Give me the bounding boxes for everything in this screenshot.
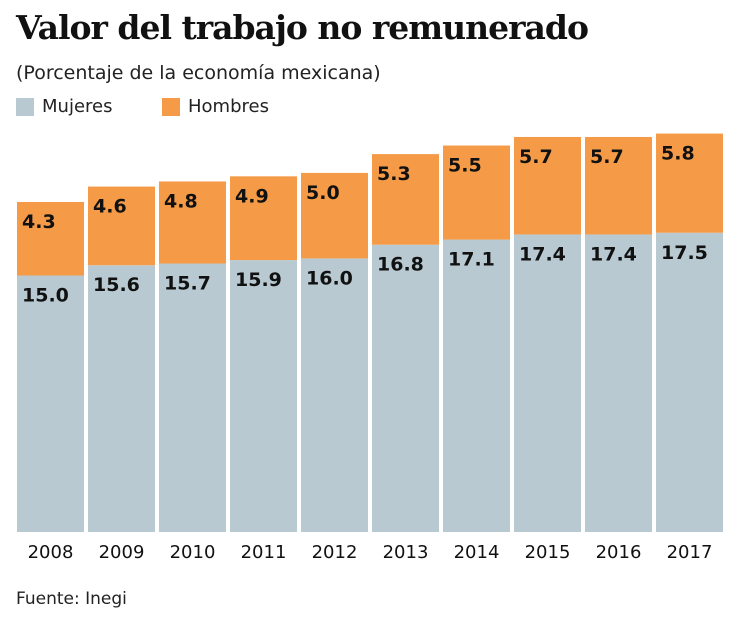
bar-mujeres-2008 [17,275,84,532]
data-label: 17.5 [661,242,708,264]
legend-mujeres: Mujeres [16,96,112,117]
x-tick-label: 2010 [170,542,216,563]
x-tick-label: 2011 [241,542,287,563]
x-tick-label: 2015 [525,542,571,563]
data-label: 5.0 [306,182,340,204]
legend-label: Hombres [188,96,269,117]
bar-mujeres-2012 [301,258,368,532]
bar-mujeres-2011 [230,260,297,532]
bar-mujeres-2009 [88,265,155,532]
x-tick-label: 2009 [99,542,145,563]
data-label: 17.4 [590,243,637,265]
x-tick-label: 2017 [667,542,713,563]
bar-mujeres-2013 [372,244,439,532]
x-tick-label: 2012 [312,542,358,563]
data-label: 5.7 [519,146,553,168]
data-label: 5.7 [590,146,624,168]
bar-hombres-2016 [585,136,652,235]
legend-swatch [16,97,34,116]
data-label: 15.7 [164,273,211,295]
data-label: 17.4 [519,243,566,265]
bar-mujeres-2014 [443,239,510,532]
data-label: 16.0 [306,267,353,289]
data-label: 4.6 [93,196,127,218]
data-label: 4.9 [235,185,269,207]
x-tick-label: 2016 [596,542,642,563]
data-label: 17.1 [448,249,495,271]
bar-hombres-2013 [372,154,439,245]
chart-subtitle: (Porcentaje de la economía mexicana) [16,62,381,84]
legend-swatch [162,97,180,116]
data-label: 5.8 [661,143,695,165]
data-label: 16.8 [377,254,424,276]
bar-mujeres-2016 [585,234,652,532]
data-label: 15.9 [235,269,282,291]
source-note: Fuente: Inegi [16,589,127,609]
chart-title: Valor del trabajo no remunerado [16,8,589,47]
bar-hombres-2012 [301,172,368,259]
bar-hombres-2015 [514,136,581,235]
data-label: 15.0 [22,285,69,307]
bar-mujeres-2010 [159,263,226,532]
bar-hombres-2017 [656,133,723,233]
data-label: 15.6 [93,274,140,296]
x-tick-label: 2014 [454,542,500,563]
bar-mujeres-2017 [656,232,723,532]
bar-mujeres-2015 [514,234,581,532]
data-label: 4.3 [22,211,56,233]
legend-label: Mujeres [42,96,113,117]
data-label: 5.5 [448,155,482,177]
data-label: 5.3 [377,163,411,185]
x-tick-label: 2008 [28,542,74,563]
legend-hombres: Hombres [162,96,269,117]
bar-hombres-2014 [443,145,510,240]
data-label: 4.8 [164,190,198,212]
bar-hombres-2011 [230,176,297,261]
x-tick-label: 2013 [383,542,429,563]
chart: 15.0 4.3 2008 15.6 4.6 2009 15.7 4.8 2010 15.9 4.9… [17,133,723,563]
bar-hombres-2008 [17,201,84,276]
bar-hombres-2010 [159,181,226,264]
bar-hombres-2009 [88,186,155,266]
